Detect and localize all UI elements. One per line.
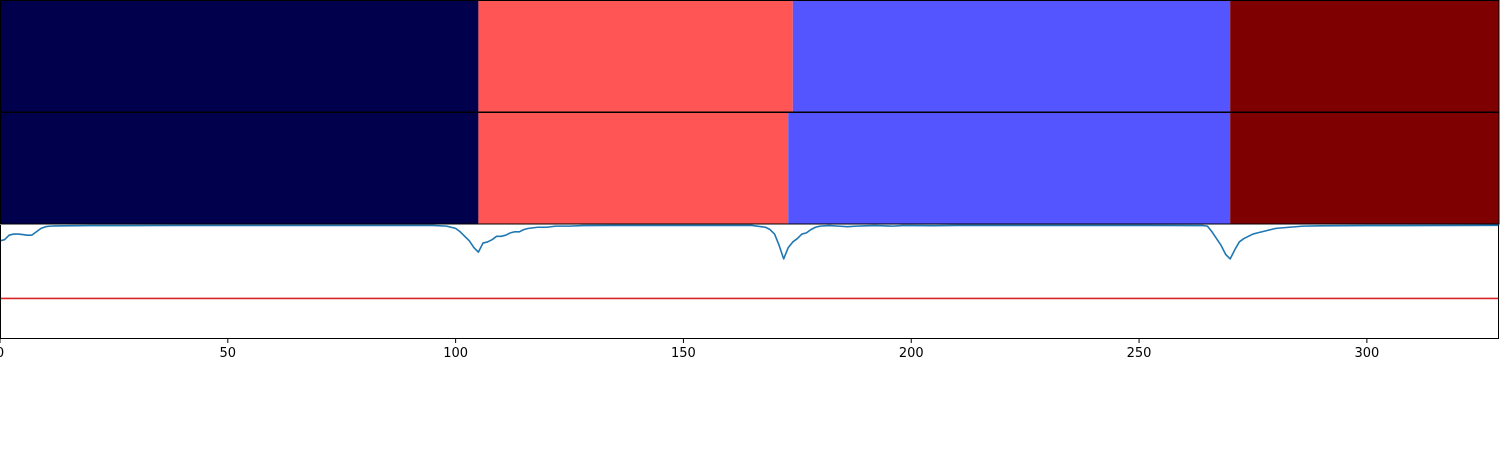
segment-block <box>0 1 479 112</box>
x-tick-label: 300 <box>1354 346 1379 361</box>
segment-tracks <box>0 0 1500 225</box>
segment-block <box>1230 113 1499 224</box>
segment-block <box>0 113 479 224</box>
segment-block <box>792 1 1231 112</box>
x-tick-label: 200 <box>899 346 924 361</box>
x-tick-label: 100 <box>443 346 468 361</box>
x-tick-label: 50 <box>220 346 237 361</box>
segment-block <box>788 113 1231 224</box>
x-tick-label: 250 <box>1127 346 1152 361</box>
x-tick-label: 0 <box>0 346 4 361</box>
segment-block <box>478 1 793 112</box>
segment-track <box>0 112 1500 225</box>
segment-track <box>0 0 1500 113</box>
track-frame <box>0 112 1500 225</box>
segment-block <box>478 113 789 224</box>
signal-line <box>0 224 1500 260</box>
line-plot <box>0 224 1500 339</box>
segment-block <box>1230 1 1499 112</box>
x-axis: 0 50 100 150 200 250 300 <box>0 338 1379 361</box>
x-tick-label: 150 <box>671 346 696 361</box>
